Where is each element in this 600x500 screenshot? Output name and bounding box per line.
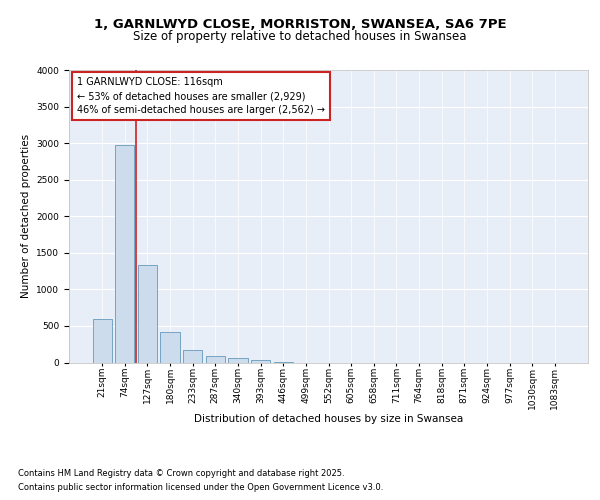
Text: Size of property relative to detached houses in Swansea: Size of property relative to detached ho… <box>133 30 467 43</box>
Text: Contains public sector information licensed under the Open Government Licence v3: Contains public sector information licen… <box>18 484 383 492</box>
Bar <box>229 358 248 362</box>
Y-axis label: Number of detached properties: Number of detached properties <box>21 134 31 298</box>
Bar <box>183 350 202 362</box>
X-axis label: Distribution of detached houses by size in Swansea: Distribution of detached houses by size … <box>194 414 463 424</box>
Text: 1, GARNLWYD CLOSE, MORRISTON, SWANSEA, SA6 7PE: 1, GARNLWYD CLOSE, MORRISTON, SWANSEA, S… <box>94 18 506 32</box>
Bar <box>115 146 134 362</box>
Bar <box>206 356 225 362</box>
Bar <box>138 265 157 362</box>
Bar <box>92 318 112 362</box>
Bar <box>160 332 180 362</box>
Text: Contains HM Land Registry data © Crown copyright and database right 2025.: Contains HM Land Registry data © Crown c… <box>18 468 344 477</box>
Bar <box>251 360 270 362</box>
Text: 1 GARNLWYD CLOSE: 116sqm
← 53% of detached houses are smaller (2,929)
46% of sem: 1 GARNLWYD CLOSE: 116sqm ← 53% of detach… <box>77 78 325 116</box>
